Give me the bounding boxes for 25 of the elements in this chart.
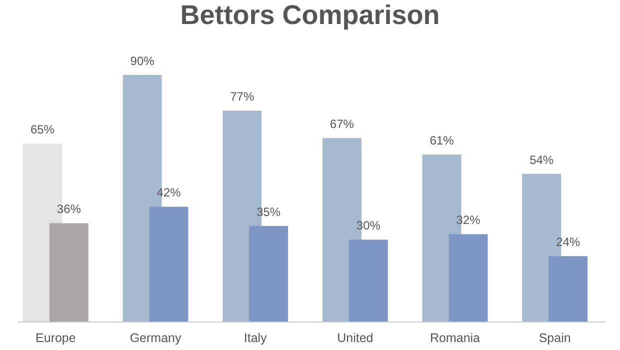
bar: [249, 226, 288, 322]
bar: [49, 223, 88, 322]
x-tick-label: United: [337, 331, 374, 345]
x-tick-label: Germany: [130, 331, 182, 345]
data-label: 42%: [156, 186, 182, 200]
bar: [149, 206, 188, 322]
data-label: 77%: [230, 90, 254, 104]
data-label: 24%: [556, 235, 580, 250]
bar: [448, 234, 488, 322]
data-label: 54%: [530, 152, 554, 167]
bar: [348, 240, 388, 322]
data-label: 65%: [30, 122, 55, 137]
chart-title: Bettors Comparison: [180, 0, 440, 30]
x-tick-label: Italy: [244, 331, 268, 345]
data-label: 90%: [130, 54, 155, 68]
data-label: 67%: [330, 117, 354, 132]
data-label: 32%: [456, 213, 481, 228]
x-tick-label: Romania: [430, 331, 480, 345]
data-label: 30%: [356, 218, 381, 233]
data-label: 36%: [56, 202, 82, 216]
data-label: 35%: [256, 204, 281, 219]
data-label: 61%: [430, 134, 454, 148]
bar: [548, 256, 588, 322]
x-tick-label: Spain: [538, 331, 571, 345]
x-tick-label: Europe: [36, 331, 76, 345]
